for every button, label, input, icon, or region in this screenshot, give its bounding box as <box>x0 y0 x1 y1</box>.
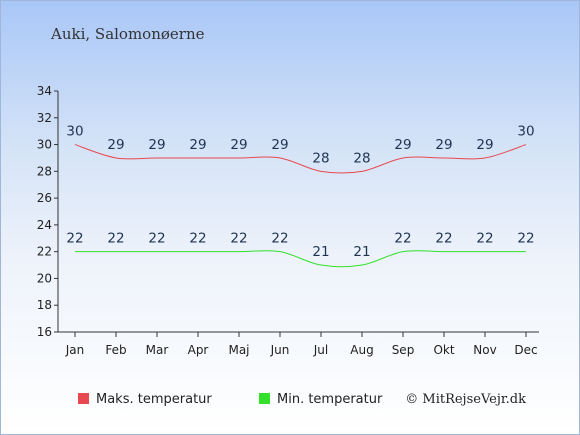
legend-swatch-max <box>78 393 89 404</box>
series-min: 22 22 22 22 22 22 21 21 22 22 22 22 <box>66 231 535 268</box>
data-label: 28 <box>312 150 329 166</box>
series-layer: 30 29 29 29 29 29 28 28 29 29 29 30 22 22 22 22 22 22 21 21… <box>66 124 535 268</box>
legend-swatch-min <box>259 393 270 404</box>
data-label: 22 <box>189 231 206 247</box>
y-tick-label: 32 <box>37 111 52 125</box>
data-label: 29 <box>394 137 411 153</box>
legend: Maks. temperatur Min. temperatur <box>78 392 383 407</box>
legend-label-max: Maks. temperatur <box>96 392 212 407</box>
x-tick-label: Jan <box>65 343 85 357</box>
data-label: 22 <box>476 231 493 247</box>
legend-label-min: Min. temperatur <box>277 392 383 407</box>
data-label: 29 <box>271 137 288 153</box>
data-label: 22 <box>394 231 411 247</box>
data-label: 22 <box>517 231 534 247</box>
series-max: 30 29 29 29 29 29 28 28 29 29 29 30 <box>66 124 535 174</box>
y-tick-label: 16 <box>37 325 52 339</box>
x-tick-label: Dec <box>514 343 537 357</box>
axes: 16 18 20 22 24 26 28 30 32 34 Jan Feb Mar Apr Maj Jun Ju… <box>37 84 539 357</box>
data-label: 29 <box>148 137 165 153</box>
y-tick-label: 24 <box>37 218 52 232</box>
data-label: 29 <box>476 137 493 153</box>
data-label: 22 <box>66 231 83 247</box>
x-tick-label: Mar <box>146 343 169 357</box>
data-label: 22 <box>435 231 452 247</box>
y-tick-label: 22 <box>37 245 52 259</box>
series-line <box>74 250 526 268</box>
data-label: 30 <box>66 124 83 140</box>
x-tick-label: Aug <box>350 343 373 357</box>
y-tick-label: 20 <box>37 271 52 285</box>
data-label: 22 <box>148 231 165 247</box>
x-tick-label: Feb <box>105 343 126 357</box>
chart-title: Auki, Salomonøerne <box>50 25 205 43</box>
y-tick-label: 34 <box>37 84 52 98</box>
series-line <box>74 144 527 174</box>
y-tick-label: 28 <box>37 164 52 178</box>
x-tick-label: Jul <box>313 343 328 357</box>
x-tick-label: Maj <box>228 343 249 357</box>
data-label: 22 <box>271 231 288 247</box>
y-tick-label: 26 <box>37 191 52 205</box>
data-label: 28 <box>353 150 370 166</box>
data-label: 22 <box>230 231 247 247</box>
data-label: 29 <box>230 137 247 153</box>
data-label: 21 <box>312 244 329 260</box>
data-label: 21 <box>353 244 370 260</box>
x-tick-label: Jun <box>270 343 290 357</box>
credit-text: © MitRejseVejr.dk <box>405 392 526 407</box>
data-label: 22 <box>107 231 124 247</box>
y-tick-label: 30 <box>37 138 52 152</box>
data-label: 29 <box>189 137 206 153</box>
x-tick-label: Sep <box>392 343 415 357</box>
x-tick-label: Okt <box>433 343 454 357</box>
x-tick-label: Apr <box>188 343 209 357</box>
x-tick-label: Nov <box>473 343 496 357</box>
data-label: 30 <box>517 124 534 140</box>
y-tick-label: 18 <box>37 298 52 312</box>
data-label: 29 <box>107 137 124 153</box>
data-label: 29 <box>435 137 452 153</box>
